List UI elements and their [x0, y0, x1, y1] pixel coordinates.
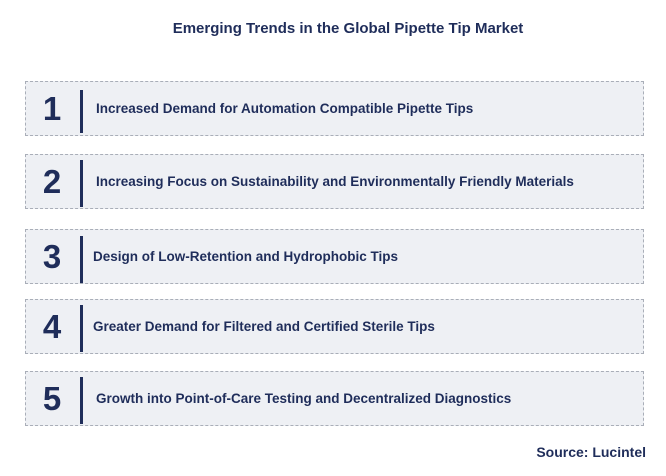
- trend-label: Growth into Point-of-Care Testing and De…: [96, 391, 512, 406]
- trend-item-1: 1 Increased Demand for Automation Compat…: [25, 81, 644, 136]
- trend-divider: [80, 377, 83, 424]
- trend-number: 4: [42, 307, 62, 345]
- trend-label: Increased Demand for Automation Compatib…: [96, 101, 474, 116]
- diagram-title: Emerging Trends in the Global Pipette Ti…: [172, 20, 524, 37]
- trend-divider: [80, 160, 83, 207]
- trend-label: Design of Low-Retention and Hydrophobic …: [93, 249, 398, 264]
- trend-number: 2: [42, 162, 62, 200]
- trend-number: 3: [42, 237, 62, 275]
- trend-divider: [80, 305, 83, 352]
- trend-divider: [80, 90, 83, 133]
- trend-label: Increasing Focus on Sustainability and E…: [96, 174, 574, 189]
- trend-number: 1: [42, 89, 62, 127]
- trend-item-2: 2 Increasing Focus on Sustainability and…: [25, 154, 644, 209]
- source-credit: Source: Lucintel: [536, 444, 646, 460]
- trend-number: 5: [42, 379, 62, 417]
- trend-divider: [80, 236, 83, 283]
- trend-item-3: 3 Design of Low-Retention and Hydrophobi…: [25, 229, 644, 284]
- trend-item-5: 5 Growth into Point-of-Care Testing and …: [25, 371, 644, 426]
- trend-item-4: 4 Greater Demand for Filtered and Certif…: [25, 299, 644, 354]
- trend-label: Greater Demand for Filtered and Certifie…: [93, 319, 435, 334]
